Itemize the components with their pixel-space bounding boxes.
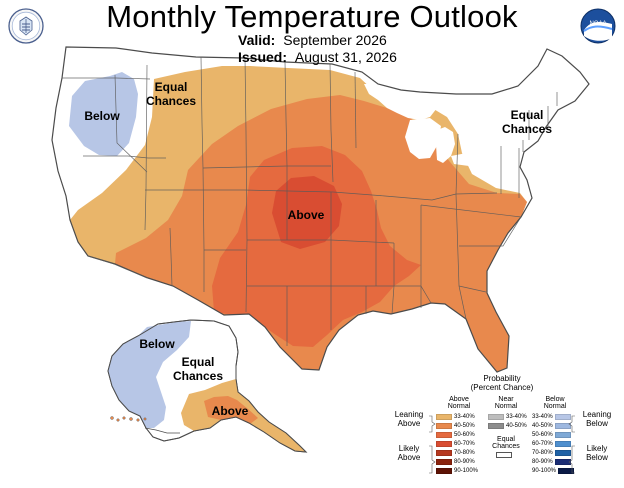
legend-below-row-2: 40-50% xyxy=(532,423,571,429)
legend-above-row-5: 70-80% xyxy=(436,450,475,456)
above-50-60-zone xyxy=(212,146,421,347)
conus-outline xyxy=(51,46,590,373)
legend-below-row-3: 50-60% xyxy=(532,432,571,438)
legend-below-row-5: 70-80% xyxy=(532,450,571,456)
legend-below-range-1: 33-40% xyxy=(532,414,553,420)
legend-above-swatch-1 xyxy=(436,414,452,420)
legend-above-range-1: 33-40% xyxy=(454,414,475,420)
legend-below-row-4: 60-70% xyxy=(532,441,571,447)
header-meta: Valid: September 2026 Issued: August 31,… xyxy=(238,32,478,66)
legend: Probability (Percent Chance) Above Norma… xyxy=(384,374,620,480)
above-center-label: Above xyxy=(287,208,325,222)
legend-below-row-7: 90-100% xyxy=(532,468,575,474)
doc-logo xyxy=(8,8,44,44)
legend-above-swatch-7 xyxy=(436,468,452,474)
legend-above-swatch-4 xyxy=(436,441,452,447)
legend-braces xyxy=(429,415,575,474)
below-west-zone xyxy=(69,72,138,156)
legend-below-range-7: 90-100% xyxy=(532,468,557,474)
valid-label: Valid: xyxy=(238,32,276,48)
issued-value: August 31, 2026 xyxy=(294,49,397,65)
legend-near-range-2: 40-50% xyxy=(506,423,527,429)
legend-above-swatch-6 xyxy=(436,459,452,465)
equal-west-label: Equal Chances xyxy=(145,80,197,108)
issued-label: Issued: xyxy=(238,49,288,65)
legend-below-row-1: 33-40% xyxy=(532,414,571,420)
legend-above-head: Above Normal xyxy=(447,396,471,410)
legend-equal-row xyxy=(496,452,512,458)
legend-above-range-2: 40-50% xyxy=(454,423,475,429)
above-alaska-label: Above xyxy=(211,404,249,418)
valid-row: Valid: September 2026 xyxy=(238,32,478,49)
state-borders xyxy=(62,56,558,346)
legend-below-range-3: 50-60% xyxy=(532,432,553,438)
below-west-label: Below xyxy=(84,109,120,123)
equal-east-label: Equal Chances xyxy=(501,108,553,136)
legend-near-range-1: 33-40% xyxy=(506,414,527,420)
svg-text:NOAA: NOAA xyxy=(589,21,606,27)
legend-near-row-1: 33-40% xyxy=(488,414,527,420)
legend-above-range-5: 70-80% xyxy=(454,450,475,456)
noaa-logo-icon: NOAA xyxy=(580,8,616,44)
legend-below-swatch-1 xyxy=(554,414,571,420)
legend-below-range-6: 80-90% xyxy=(532,459,553,465)
great-lakes xyxy=(364,84,519,166)
legend-above-range-6: 80-90% xyxy=(454,459,475,465)
above-60-70-zone xyxy=(272,176,342,249)
legend-below-swatch-3 xyxy=(554,432,571,438)
doc-logo-icon xyxy=(8,8,44,44)
noaa-logo: NOAA xyxy=(580,8,616,44)
legend-equal-swatch xyxy=(496,452,512,458)
valid-value: September 2026 xyxy=(283,32,387,48)
legend-above-row-3: 50-60% xyxy=(436,432,475,438)
legend-above-row-6: 80-90% xyxy=(436,459,475,465)
legend-above-range-3: 50-60% xyxy=(454,432,475,438)
legend-leaning-above: Leaning Above xyxy=(394,410,424,428)
legend-above-range-7: 90-100% xyxy=(454,468,479,474)
legend-above-swatch-5 xyxy=(436,450,452,456)
equal-east-zone xyxy=(456,49,589,158)
alaska-below-zone xyxy=(108,321,191,428)
below-alaska-label: Below xyxy=(139,337,175,351)
legend-near-swatch-1 xyxy=(488,414,504,420)
legend-above-range-4: 60-70% xyxy=(454,441,475,447)
legend-near-row-2: 40-50% xyxy=(488,423,527,429)
legend-below-swatch-7 xyxy=(558,468,575,474)
legend-near-head: Near Normal xyxy=(494,396,518,410)
issued-row: Issued: August 31, 2026 xyxy=(238,49,478,66)
page-title: Monthly Temperature Outlook xyxy=(106,0,518,34)
equal-alaska-label: Equal Chances xyxy=(172,355,224,383)
legend-above-swatch-2 xyxy=(436,423,452,429)
legend-above-row-7: 90-100% xyxy=(436,468,478,474)
legend-below-row-6: 80-90% xyxy=(532,459,571,465)
legend-below-swatch-6 xyxy=(554,459,571,465)
legend-below-swatch-5 xyxy=(554,450,571,456)
legend-below-swatch-2 xyxy=(554,423,571,429)
header: Monthly Temperature Outlook Valid: Septe… xyxy=(0,0,624,70)
legend-title: Probability (Percent Chance) xyxy=(470,374,534,392)
legend-below-swatch-4 xyxy=(554,441,571,447)
legend-below-range-4: 60-70% xyxy=(532,441,553,447)
legend-above-swatch-3 xyxy=(436,432,452,438)
legend-below-head: Below Normal xyxy=(543,396,567,410)
legend-near-swatch-2 xyxy=(488,423,504,429)
alaska xyxy=(107,319,308,453)
legend-likely-below: Likely Below xyxy=(586,444,608,462)
legend-below-range-2: 40-50% xyxy=(532,423,553,429)
legend-leaning-below: Leaning Below xyxy=(582,410,612,428)
alaska-above-40-50-zone xyxy=(204,396,258,424)
alaska-aleutians xyxy=(110,416,147,422)
legend-above-row-4: 60-70% xyxy=(436,441,475,447)
legend-above-row-2: 40-50% xyxy=(436,423,475,429)
legend-likely-above: Likely Above xyxy=(397,444,421,462)
legend-below-range-5: 70-80% xyxy=(532,450,553,456)
legend-equal-head: Equal Chances xyxy=(492,436,520,450)
legend-above-row-1: 33-40% xyxy=(436,414,475,420)
